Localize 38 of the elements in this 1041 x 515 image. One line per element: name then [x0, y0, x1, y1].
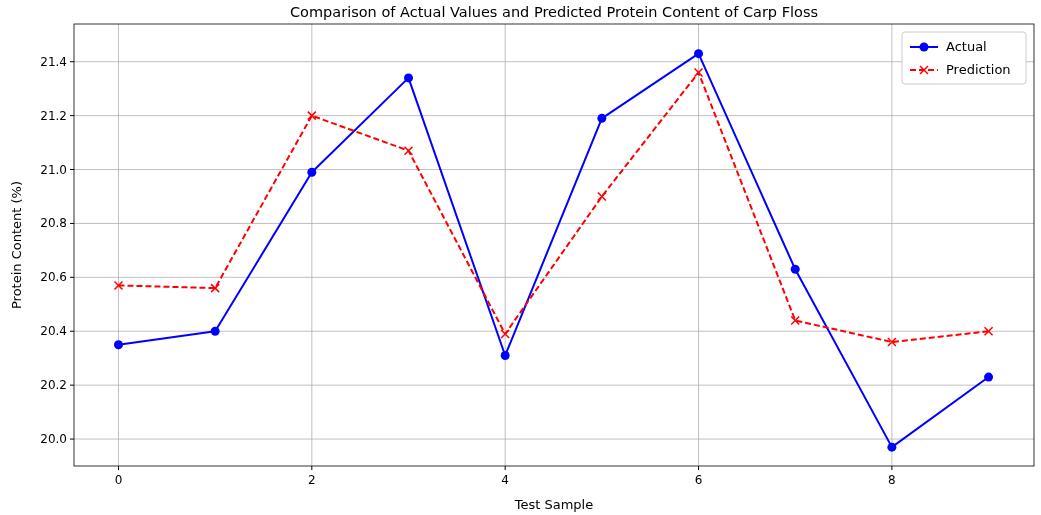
- x-axis-title: Test Sample: [513, 497, 594, 512]
- chart-title: Comparison of Actual Values and Predicted Protein Content of Carp Floss: [289, 4, 819, 20]
- point: [694, 49, 704, 59]
- y-tick-label: 21.2: [40, 108, 67, 123]
- point: [597, 113, 607, 123]
- point: [983, 326, 994, 336]
- y-tick-label: 20.8: [40, 216, 67, 231]
- point: [693, 67, 704, 78]
- point: [887, 442, 897, 452]
- y-tick-label: 21.4: [40, 54, 67, 69]
- point: [500, 329, 510, 339]
- legend-label: Actual: [946, 39, 987, 54]
- point: [210, 326, 220, 336]
- y-tick-label: 20.0: [40, 432, 67, 447]
- point: [790, 315, 800, 326]
- x-tick-label: 2: [308, 473, 316, 487]
- y-tick-label: 21.0: [40, 162, 67, 177]
- legend-label: Prediction: [946, 62, 1011, 77]
- x-tick-label: 0: [114, 473, 123, 487]
- point: [790, 264, 800, 274]
- x-tick-label: 4: [501, 473, 509, 487]
- point: [404, 73, 413, 83]
- point: [597, 191, 607, 202]
- point: [500, 351, 510, 360]
- y-tick-label: 20.6: [40, 270, 67, 285]
- point: [984, 372, 994, 382]
- point: [403, 145, 414, 156]
- point: [307, 110, 317, 121]
- y-tick-label: 20.2: [40, 378, 67, 393]
- point: [113, 280, 124, 291]
- point: [210, 283, 220, 293]
- y-tick-label: 20.4: [40, 324, 67, 339]
- point: [113, 340, 123, 350]
- point: [887, 337, 897, 347]
- x-tick-label: 6: [694, 473, 703, 487]
- x-tick-label: 8: [888, 473, 896, 487]
- point: [307, 167, 317, 177]
- y-axis-title: Protein Content (%): [9, 180, 24, 310]
